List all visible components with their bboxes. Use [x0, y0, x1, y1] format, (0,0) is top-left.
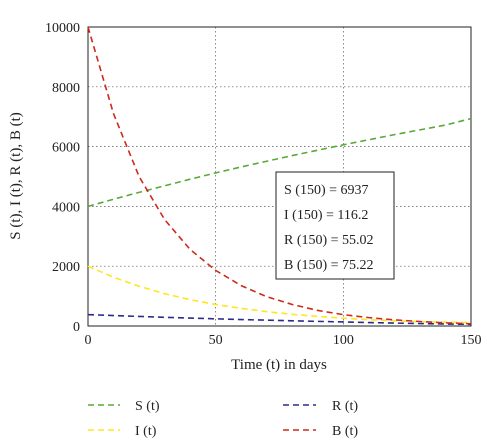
legend-label-s: S (t): [135, 399, 160, 414]
series-line-r: [87, 313, 472, 326]
series-line-b: [87, 26, 472, 325]
y-tick-label: 8000: [52, 81, 80, 96]
x-axis-title: Time (t) in days: [231, 357, 327, 373]
annotation-frame: [275, 171, 395, 280]
annotation-box: S (150) = 6937 I (150) = 116.2 R (150) =…: [275, 171, 395, 280]
annotation-b: B (150) = 75.22: [284, 258, 374, 273]
y-tick-label: 2000: [52, 260, 80, 275]
annotation-i: I (150) = 116.2: [284, 208, 368, 223]
x-tick-label: 0: [85, 333, 92, 348]
legend-label-b: B (t): [332, 424, 358, 439]
tick-labels: 0 50 100 150 0 2000 4000 6000 8000 10000: [45, 21, 482, 348]
annotation-s: S (150) = 6937: [284, 183, 369, 198]
plot-frame: [87, 26, 472, 327]
legend: S (t) I (t) R (t) B (t): [88, 399, 358, 439]
annotation-r: R (150) = 55.02: [284, 233, 374, 248]
y-axis-title: S (t), I (t), R (t), B (t): [8, 112, 24, 239]
x-tick-label: 100: [333, 333, 354, 348]
y-tick-label: 0: [73, 320, 80, 335]
legend-label-r: R (t): [332, 399, 358, 414]
x-tick-label: 150: [461, 333, 482, 348]
x-tick-label: 50: [209, 333, 223, 348]
y-tick-label: 6000: [52, 141, 80, 156]
legend-label-i: I (t): [135, 424, 157, 439]
y-tick-label: 10000: [45, 21, 80, 36]
y-tick-label: 4000: [52, 200, 80, 215]
series-layer: [87, 26, 472, 326]
